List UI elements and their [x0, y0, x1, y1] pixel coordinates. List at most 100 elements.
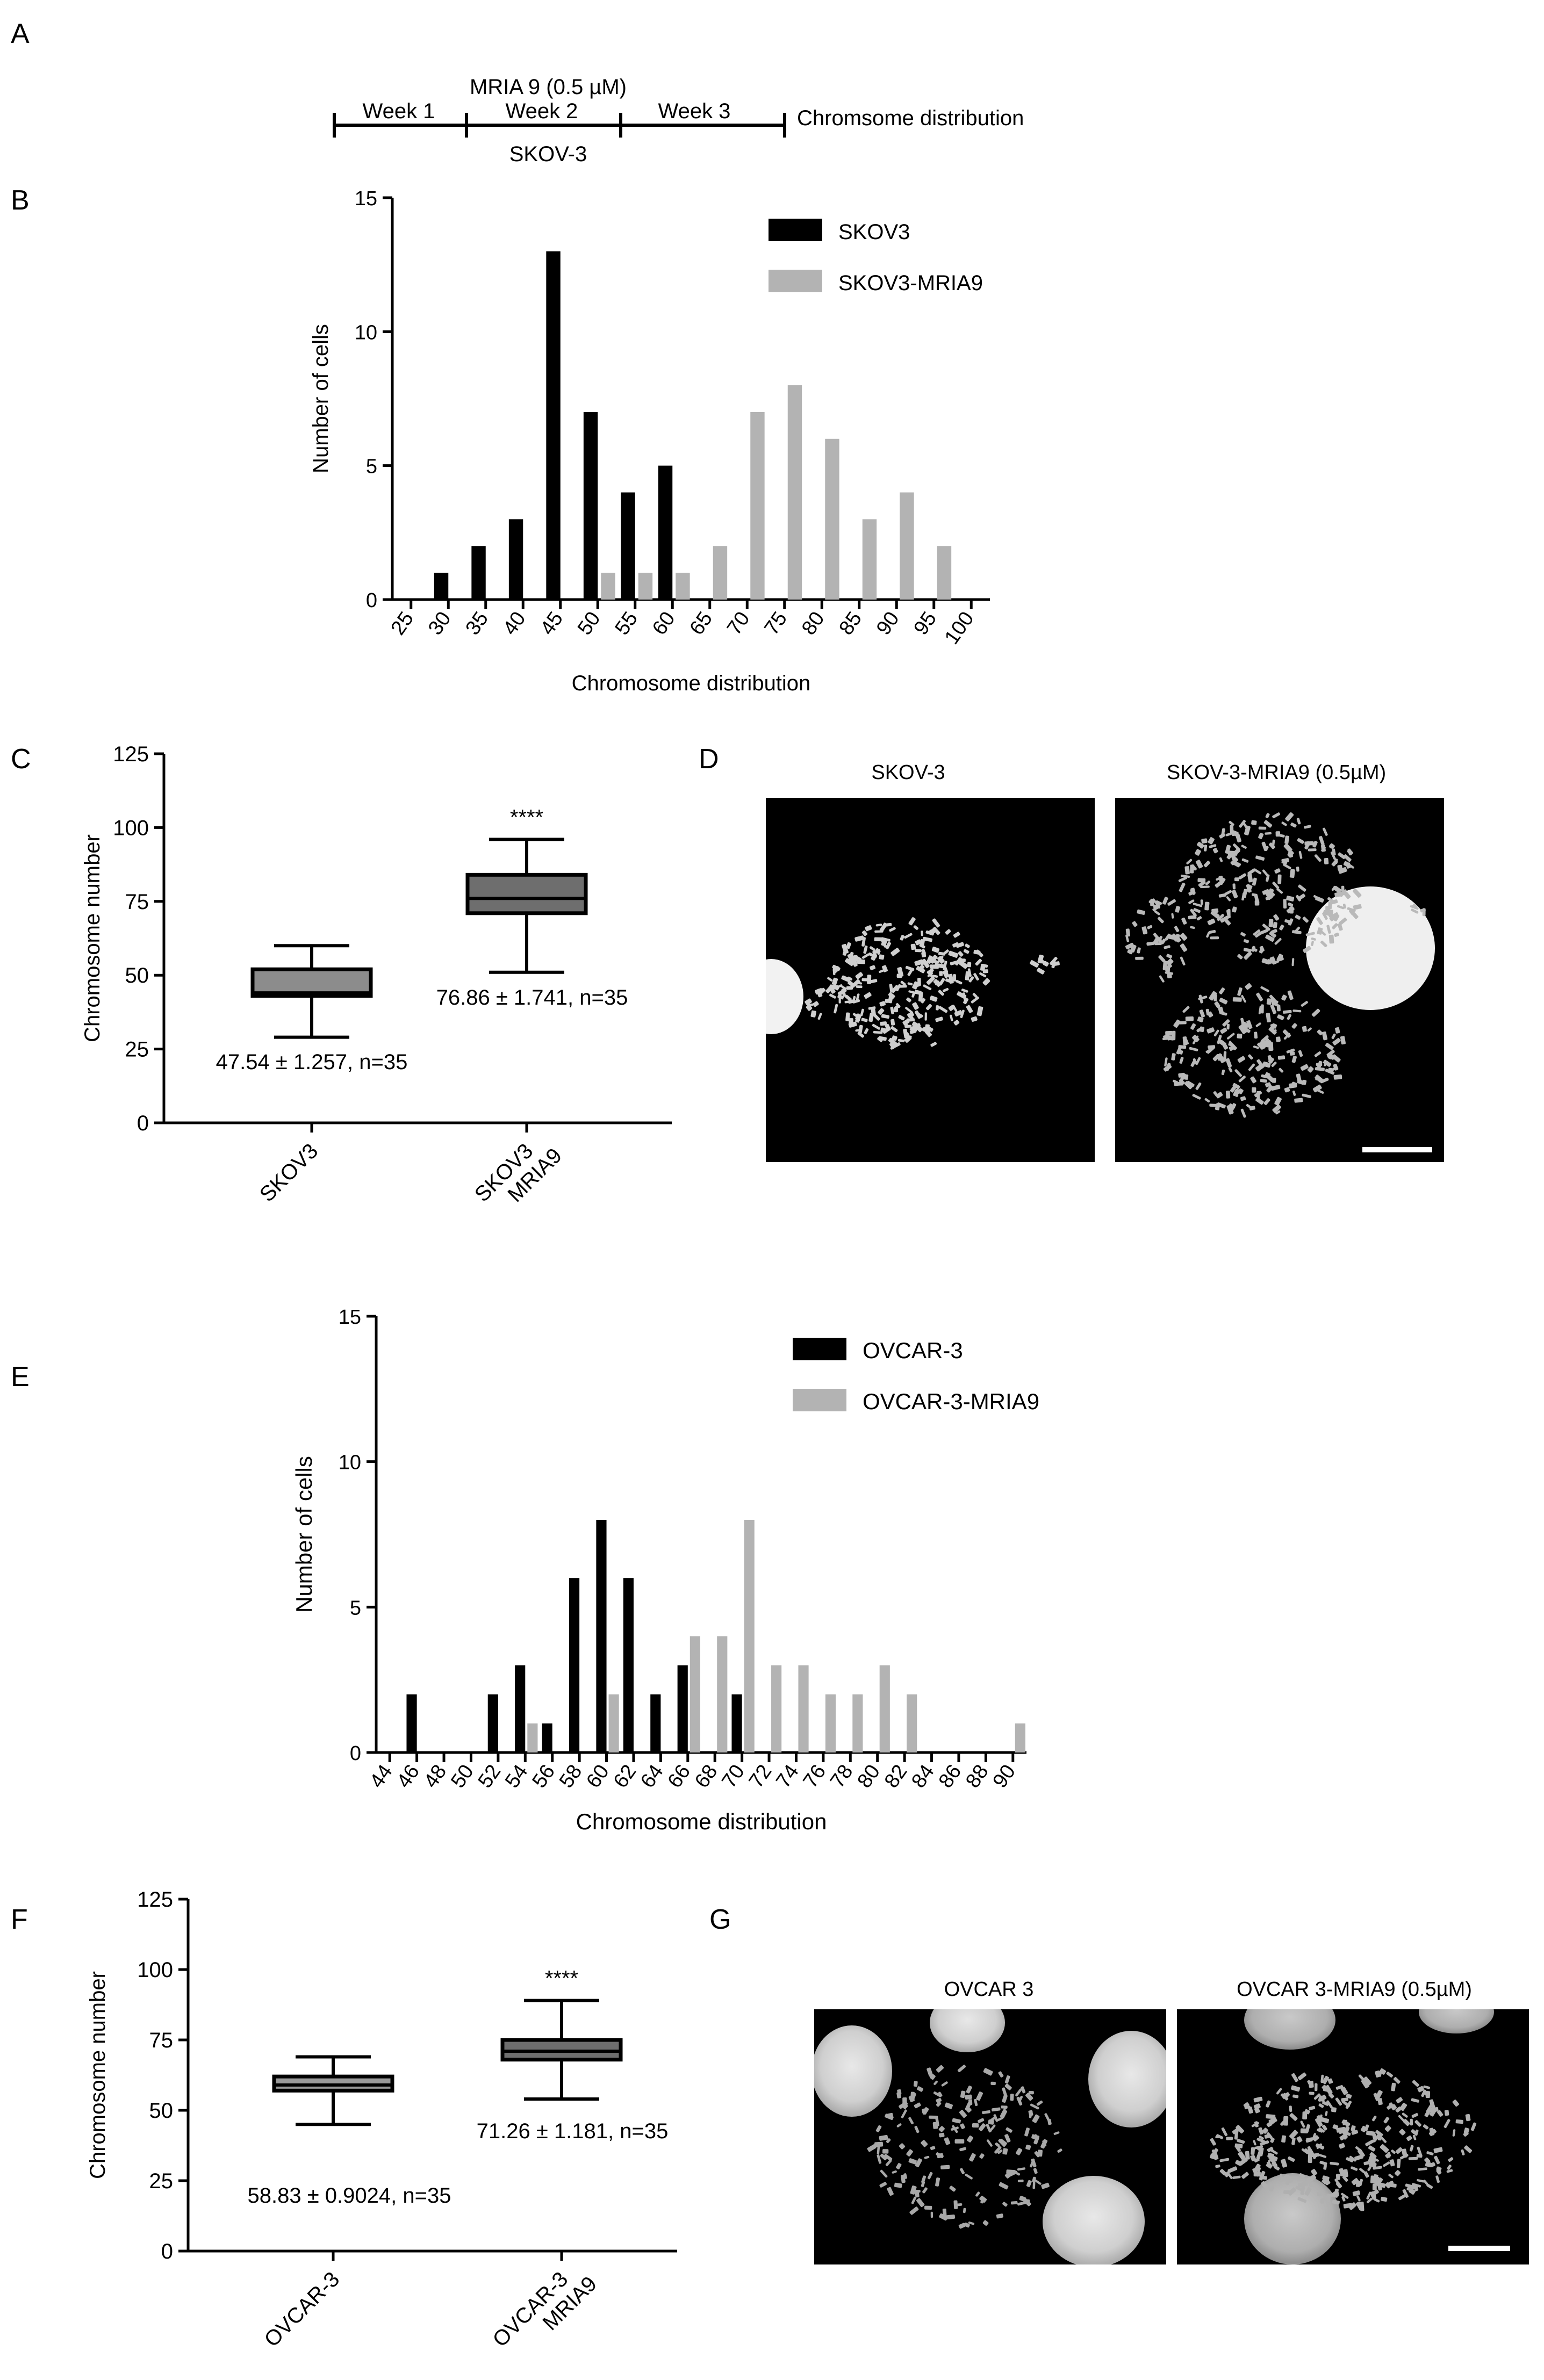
- chromosome: [1269, 842, 1275, 849]
- chromosome: [1301, 1001, 1308, 1007]
- chromosome: [900, 980, 906, 986]
- chromosome: [1396, 2159, 1401, 2168]
- chromosome: [953, 932, 960, 938]
- chromosome: [1241, 845, 1247, 849]
- x-tick-label: 50: [447, 1761, 478, 1792]
- chromosome: [1137, 947, 1141, 954]
- chromosome: [1253, 2103, 1261, 2110]
- chromosome: [1203, 861, 1210, 868]
- chromosome: [1281, 2159, 1288, 2168]
- chromosome: [1238, 1025, 1247, 1034]
- chromosome: [1291, 1023, 1297, 1029]
- chromosome: [1032, 2181, 1036, 2189]
- chromosome: [935, 1016, 943, 1022]
- chromosome: [1409, 2188, 1416, 2195]
- chromosome: [868, 952, 877, 958]
- bar-ovcar-3-mria9: [717, 1636, 728, 1752]
- x-tick-label-line: SKOV3: [255, 1139, 322, 1206]
- bar-skov3-mria9: [900, 492, 914, 600]
- chromosome: [995, 2142, 1000, 2147]
- chromosome: [1337, 905, 1345, 910]
- chromosome: [1245, 2151, 1250, 2160]
- bar-skov3: [583, 412, 598, 600]
- chromosome: [1318, 2154, 1327, 2158]
- chromosome: [1342, 2131, 1351, 2136]
- chromosome: [1298, 1050, 1303, 1057]
- chromosome: [907, 1018, 915, 1022]
- chromosome: [1255, 932, 1261, 938]
- chromosome: [1291, 2073, 1298, 2082]
- chromosome: [1141, 926, 1148, 935]
- chromosome: [1368, 2145, 1376, 2152]
- chromosome: [1269, 994, 1277, 1003]
- chromosome: [1286, 906, 1295, 914]
- chromosome: [932, 959, 939, 964]
- chromosome: [1465, 2114, 1471, 2122]
- chromosome: [963, 949, 970, 954]
- chromosome: [882, 1027, 890, 1034]
- chromosome: [1265, 1082, 1272, 1087]
- chromosome: [892, 2170, 897, 2174]
- chromosome: [1127, 949, 1133, 955]
- chromosome: [1004, 2172, 1012, 2179]
- chromosome: [1190, 1023, 1196, 1030]
- chromosome: [1237, 954, 1243, 960]
- timeline-cell-line: SKOV-3: [509, 142, 587, 166]
- chromosome: [1295, 914, 1301, 920]
- x-tick-label: 48: [420, 1761, 451, 1792]
- chromosome: [914, 2102, 921, 2109]
- chromosome: [1429, 2162, 1435, 2168]
- chromosome: [1306, 2174, 1317, 2183]
- chromosome-spread: [867, 2065, 1062, 2229]
- chromosome: [1424, 2157, 1431, 2164]
- chromosome: [854, 955, 862, 961]
- chromosome: [1210, 2138, 1216, 2146]
- chromosome: [1057, 2148, 1062, 2153]
- chromosome: [1399, 2129, 1406, 2136]
- chromosome: [1421, 2089, 1426, 2097]
- chromosome: [1285, 812, 1294, 821]
- chromosome: [1200, 899, 1203, 905]
- chromosome: [965, 2094, 972, 2100]
- chromosome: [827, 977, 833, 982]
- chromosome: [848, 976, 853, 981]
- chromosome: [1164, 1057, 1168, 1067]
- chromosome: [1017, 2201, 1026, 2206]
- chromosome: [856, 959, 866, 964]
- chromosome: [1391, 2082, 1396, 2091]
- chromosome: [1178, 876, 1187, 882]
- y-tick-label: 10: [355, 321, 377, 344]
- chromosome: [891, 948, 900, 956]
- chromosome: [1363, 2171, 1369, 2178]
- chromosome: [1333, 1064, 1339, 1071]
- chromosome: [915, 949, 922, 953]
- chromosome: [950, 1014, 953, 1021]
- chromosome: [889, 927, 896, 932]
- chromosome: [958, 951, 964, 957]
- chromosome: [1253, 2163, 1261, 2173]
- chromosome: [807, 1005, 811, 1011]
- chromosome: [996, 2213, 1003, 2219]
- x-tick-label: 75: [760, 608, 792, 639]
- chromosome: [1331, 1033, 1336, 1039]
- chromosome: [1315, 1088, 1324, 1094]
- chromosome: [921, 2140, 928, 2147]
- chromosome: [938, 2126, 945, 2132]
- chromosome: [1289, 2105, 1292, 2112]
- chromosome: [1273, 914, 1280, 921]
- chromosome: [1208, 837, 1215, 845]
- panel-letter-a: A: [11, 18, 30, 49]
- x-tick-label: 62: [609, 1761, 641, 1792]
- chromosome: [1244, 2105, 1251, 2110]
- chromosome: [1281, 2135, 1286, 2143]
- chromosome: [889, 1036, 896, 1044]
- chromosome: [1359, 2168, 1365, 2173]
- chromosome: [913, 1023, 921, 1029]
- chromosome: [1352, 2190, 1361, 2196]
- chromosome: [1284, 835, 1289, 844]
- chromosome: [929, 2115, 938, 2119]
- chromosome: [1217, 1054, 1223, 1061]
- chromosome: [1179, 882, 1186, 892]
- chromosome: [875, 2125, 882, 2132]
